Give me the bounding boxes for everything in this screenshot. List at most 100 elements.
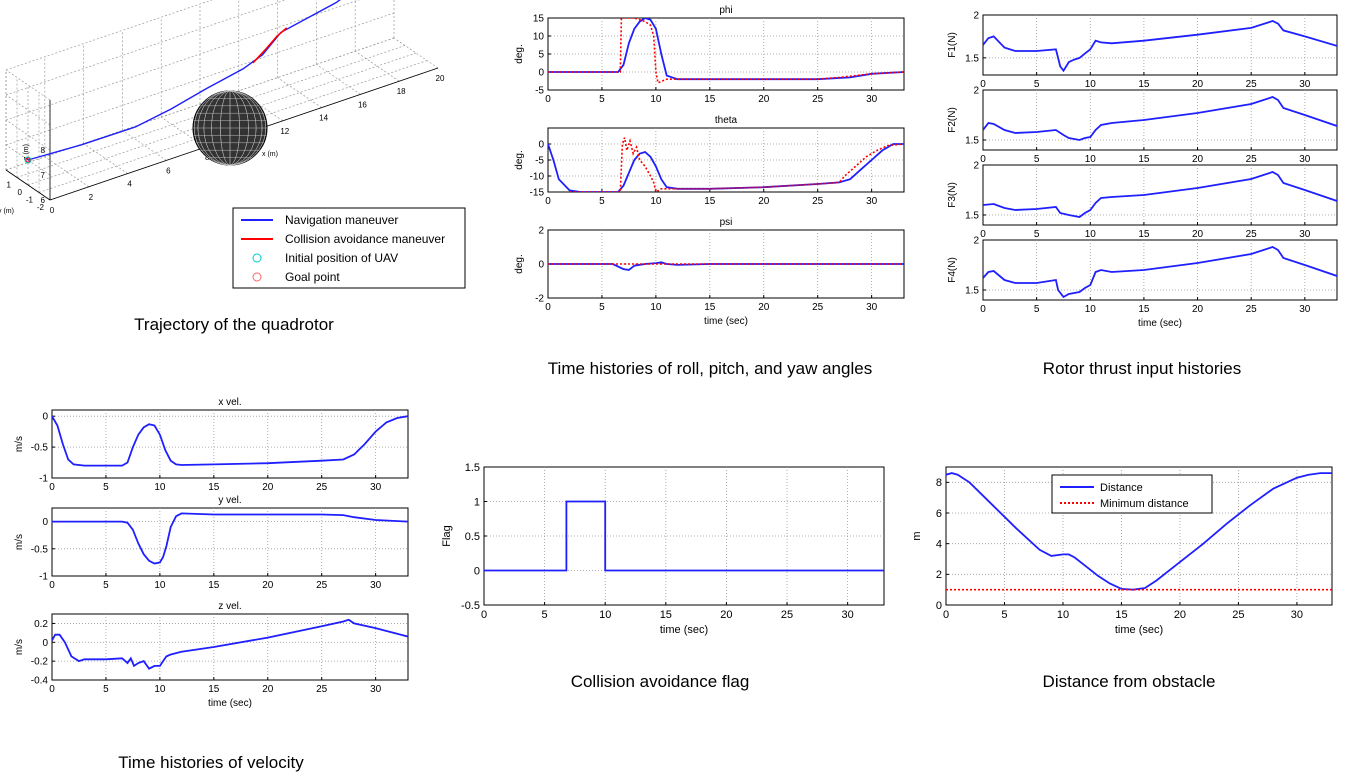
traj-grid-side (5, 144, 51, 176)
traj-axis-line (5, 169, 51, 201)
flag-xtick-label: 30 (842, 609, 854, 621)
thrust-f2-xtick-label: 25 (1246, 154, 1258, 165)
thrust-f2-xtick-label: 20 (1192, 154, 1204, 165)
traj-xtick-label: 4 (127, 180, 132, 189)
angles-theta-ytick-label: -5 (535, 156, 544, 167)
thrust-f2-ylabel: F2(N) (947, 107, 958, 133)
thrust-f3-ytick-label: 1.5 (965, 211, 979, 222)
traj-ylabel: y (m) (0, 208, 14, 215)
traj-legend-swatch (252, 253, 262, 263)
velocity-x-xtick-label: 0 (49, 482, 55, 493)
traj-grid-floor (83, 143, 128, 174)
angles-psi-series-blue-line (548, 261, 904, 271)
thrust-f2-axes-box (982, 89, 1338, 151)
thrust-f1-ylabel: F1(N) (947, 32, 958, 58)
flag-xtick-label: 15 (660, 609, 672, 621)
traj-ytick-label: -2 (37, 203, 45, 212)
thrust-f4-xtick-label: 30 (1299, 304, 1311, 315)
thrust-f4-ytick-label: 2 (973, 236, 979, 247)
angles-phi-xtick-label: 0 (545, 94, 551, 105)
thrust-f2-ytick-label: 1.5 (965, 136, 979, 147)
angles-phi-ytick-label: 0 (538, 68, 544, 79)
velocity-y-xtick-label: 30 (370, 580, 382, 591)
flag-series-blue-line (484, 500, 884, 572)
flag-ylabel: Flag (441, 525, 453, 546)
distance-series-blue-line (946, 472, 1332, 591)
velocity-x-ytick-label: -0.5 (31, 443, 49, 454)
angles-psi-xtick-label: 30 (866, 302, 878, 313)
distance-xtick-label: 5 (1001, 609, 1007, 621)
angles-phi-ylabel: deg. (514, 44, 525, 63)
trajectory-plot: 02468101214161820-2-1012678x (m)y (m)z (… (0, 0, 466, 289)
angles-psi-xtick-label: 20 (758, 302, 770, 313)
angles-psi-ytick-label: 2 (538, 226, 544, 237)
thrust-f1-axes-box (982, 14, 1338, 76)
velocity-y-axes-box (51, 507, 409, 577)
distance-legend-box (1051, 474, 1213, 514)
flag-ytick-label: 0.5 (465, 531, 480, 543)
velocity-z-axes-box (51, 613, 409, 681)
angles-phi-xtick-label: 20 (758, 94, 770, 105)
velocity-y-ytick-label: -0.5 (31, 544, 49, 555)
distance-xtick-label: 20 (1174, 609, 1186, 621)
velocity-y-xtick-label: 25 (316, 580, 328, 591)
thrust-f3-xtick-label: 30 (1299, 229, 1311, 240)
traj-legend-swatch (252, 272, 262, 282)
angles-phi-ytick-label: 15 (533, 14, 545, 25)
thrust-f3-xtick-label: 10 (1085, 229, 1097, 240)
velocity-z-xtick-label: 25 (316, 684, 328, 695)
traj-xtick-label: 20 (436, 74, 445, 83)
thrust-f2-xtick-label: 0 (980, 154, 986, 165)
traj-navigation-line (27, 0, 341, 161)
velocity-x-xtick-label: 15 (208, 482, 220, 493)
caption-angles: Time histories of roll, pitch, and yaw a… (547, 359, 873, 378)
thrust-f4-ylabel: F4(N) (947, 257, 958, 283)
traj-legend-box (232, 207, 466, 289)
thrust-f1-series-blue-line (983, 20, 1337, 73)
thrust-f1-xtick-label: 30 (1299, 79, 1311, 90)
thrust-f1-xtick-label: 5 (1034, 79, 1040, 90)
velocity-y-title: y vel. (218, 495, 241, 506)
angles-psi-ylabel: deg. (514, 254, 525, 273)
thrust-f1-xtick-label: 0 (980, 79, 986, 90)
traj-start-marker (24, 156, 32, 164)
thrust-f4-xtick-label: 5 (1034, 304, 1040, 315)
traj-grid-side (5, 94, 51, 126)
traj-xtick-label: 18 (397, 87, 406, 96)
traj-avoidance-line (252, 27, 288, 64)
thrust-f4-xtick-label: 15 (1138, 304, 1150, 315)
distance-xtick-label: 30 (1291, 609, 1303, 621)
distance-ytick-label: 6 (936, 508, 942, 520)
velocity-z-series-blue-line (52, 618, 408, 670)
thrust-f3-ytick-label: 2 (973, 161, 979, 172)
distance-plot: 0 5 10 15 20 25 30 0 2 4 6 8 m time (sec) Distance Mini… (911, 466, 1333, 636)
angles-phi-ytick-label: -5 (535, 86, 544, 97)
thrust-f3-xtick-label: 20 (1192, 229, 1204, 240)
velocity-plot: 0 5 10 15 20 25 30 -1 -0.5 0 x vel. m/s 0 5 10 15 20 25 30… (14, 397, 409, 709)
velocity-z-title: z vel. (218, 601, 241, 612)
thrust-f4-xlabel: time (sec) (1138, 318, 1182, 329)
thrust-f1-xtick-label: 10 (1085, 79, 1097, 90)
traj-grid-floor (393, 37, 439, 69)
traj-grid-floor (355, 50, 400, 82)
traj-legend-label: Collision avoidance maneuver (285, 232, 445, 246)
thrust-f1-xtick-label: 15 (1138, 79, 1150, 90)
thrust-f4-ytick-label: 1.5 (965, 286, 979, 297)
distance-ylabel: m (911, 531, 923, 540)
angles-theta-ytick-label: -15 (530, 188, 545, 199)
angles-theta-xtick-label: 10 (650, 196, 662, 207)
thrust-f3-xtick-label: 15 (1138, 229, 1150, 240)
angles-theta-xtick-label: 25 (812, 196, 824, 207)
traj-grid-back (5, 0, 287, 96)
angles-theta-xtick-label: 30 (866, 196, 878, 207)
velocity-y-xtick-label: 20 (262, 580, 274, 591)
distance-legend-label: Minimum distance (1100, 498, 1189, 510)
caption-trajectory: Trajectory of the quadrotor (134, 315, 334, 334)
angles-phi-xtick-label: 30 (866, 94, 878, 105)
velocity-x-xtick-label: 25 (316, 482, 328, 493)
traj-grid-floor (44, 156, 89, 188)
velocity-x-ytick-label: -1 (39, 474, 48, 485)
traj-grid-back (5, 12, 395, 146)
